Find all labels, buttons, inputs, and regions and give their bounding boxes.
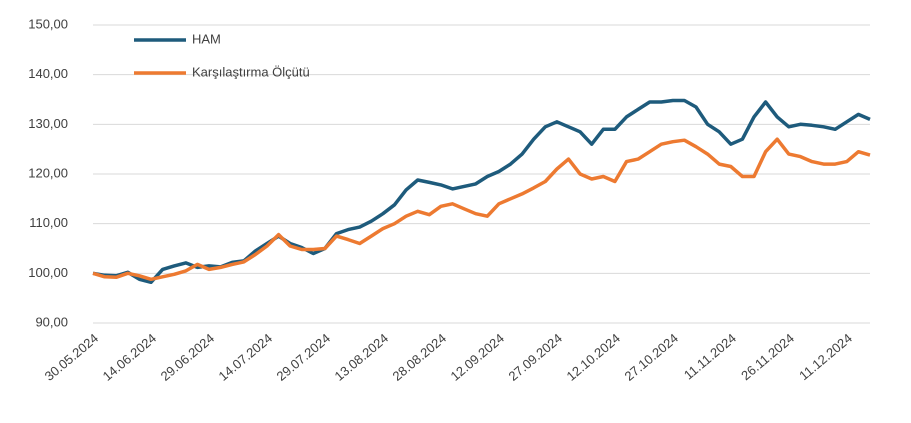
x-tick-label: 11.11.2024 (681, 330, 739, 382)
legend-label: HAM (192, 31, 221, 46)
x-tick-label: 27.09.2024 (506, 330, 565, 383)
y-tick-label: 110,00 (29, 215, 68, 230)
x-tick-label: 12.10.2024 (564, 330, 623, 383)
x-tick-label: 26.11.2024 (738, 330, 797, 383)
x-tick-label: 14.07.2024 (216, 330, 275, 383)
y-tick-label: 90,00 (35, 314, 68, 329)
line-series (92, 98, 871, 285)
x-tick-label: 28.08.2024 (390, 330, 449, 383)
x-tick-label: 14.06.2024 (100, 330, 159, 383)
x-tick-label: 29.06.2024 (158, 330, 217, 383)
y-tick-label: 150,00 (28, 16, 68, 31)
y-tick-label: 130,00 (28, 116, 68, 131)
y-tick-label: 100,00 (28, 265, 68, 280)
legend-label: Karşılaştırma Ölçütü (192, 64, 310, 79)
x-tick-label: 13.08.2024 (332, 330, 391, 383)
x-tick-label: 12.09.2024 (448, 330, 507, 383)
line-series (92, 137, 871, 282)
y-tick-label: 120,00 (28, 165, 68, 180)
x-tick-label: 30.05.2024 (42, 330, 101, 383)
y-tick-label: 140,00 (28, 66, 68, 81)
x-tick-label: 29.07.2024 (274, 330, 333, 383)
x-tick-label: 27.10.2024 (621, 330, 680, 383)
x-tick-label: 11.12.2024 (796, 330, 855, 383)
